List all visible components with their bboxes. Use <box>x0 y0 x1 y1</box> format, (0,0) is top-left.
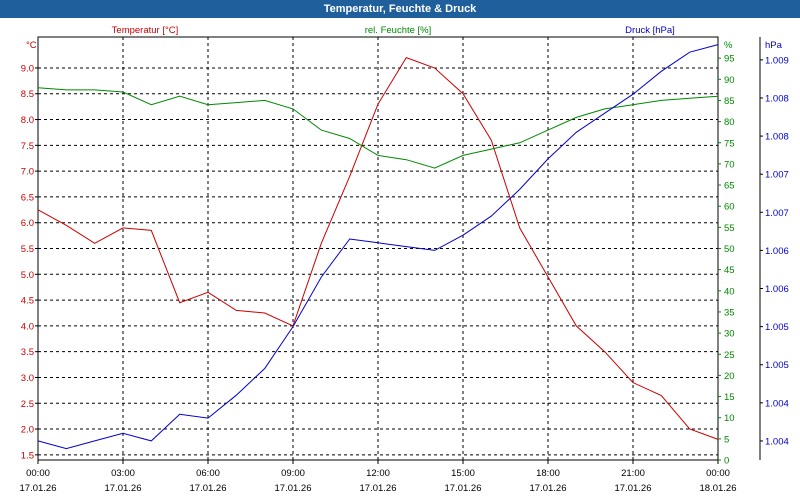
pressure-tick-label: 1.007 <box>765 208 789 219</box>
humidity-tick-label: 15 <box>724 392 735 403</box>
pressure-tick-label: 1.008 <box>765 93 789 104</box>
humidity-tick-label: 70 <box>724 159 735 170</box>
pressure-tick-label: 1.006 <box>765 246 789 257</box>
humidity-tick-label: 55 <box>724 223 735 234</box>
pressure-tick-label: 1.005 <box>765 360 789 371</box>
x-tick-date-label: 17.01.26 <box>105 483 142 494</box>
x-tick-time-label: 15:00 <box>451 468 475 479</box>
temperature-tick-label: 3.0 <box>21 373 34 384</box>
pressure-unit-label: hPa <box>765 40 783 51</box>
humidity-tick-label: 80 <box>724 117 735 128</box>
temperature-tick-label: 8.5 <box>21 89 34 100</box>
humidity-series-label: rel. Feuchte [%] <box>365 25 432 36</box>
humidity-tick-label: 65 <box>724 181 735 192</box>
x-tick-time-label: 21:00 <box>621 468 645 479</box>
pressure-series-line <box>37 44 719 450</box>
x-tick-date-label: 17.01.26 <box>530 483 567 494</box>
temperature-tick-label: 6.0 <box>21 218 34 229</box>
humidity-tick-label: 25 <box>724 350 735 361</box>
humidity-tick-label: 0 <box>724 456 729 467</box>
temperature-unit-label: °C <box>26 40 37 51</box>
temperature-tick-label: 5.5 <box>21 244 34 255</box>
pressure-tick-label: 1.009 <box>765 55 789 66</box>
temperature-tick-label: 3.5 <box>21 347 34 358</box>
pressure-tick-label: 1.004 <box>765 398 789 409</box>
pressure-series-label: Druck [hPa] <box>625 25 675 36</box>
humidity-tick-label: 5 <box>724 434 729 445</box>
grid-lines <box>38 37 718 460</box>
humidity-tick-label: 30 <box>724 329 735 340</box>
temperature-tick-label: 4.0 <box>21 321 34 332</box>
temperature-tick-label: 2.5 <box>21 399 34 410</box>
humidity-tick-label: 95 <box>724 54 735 65</box>
x-tick-date-label: 17.01.26 <box>445 483 482 494</box>
temperature-series-line <box>37 56 719 440</box>
x-tick-time-label: 00:00 <box>706 468 730 479</box>
humidity-tick-label: 75 <box>724 138 735 149</box>
humidity-tick-label: 40 <box>724 286 735 297</box>
temperature-tick-label: 5.0 <box>21 270 34 281</box>
x-tick-time-label: 00:00 <box>26 468 50 479</box>
temperature-tick-label: 8.0 <box>21 115 34 126</box>
x-tick-date-label: 17.01.26 <box>275 483 312 494</box>
pressure-tick-label: 1.006 <box>765 284 789 295</box>
temperature-axis-ticks: 1.5 2.0 2.5 3.0 3.5 4.0 4.5 5.0 5.5 6.0 6.5 7.0 7.5 8… <box>21 63 38 461</box>
pressure-tick-label: 1.004 <box>765 436 789 447</box>
x-tick-time-label: 06:00 <box>196 468 220 479</box>
humidity-series-line <box>37 87 719 169</box>
pressure-tick-label: 1.008 <box>765 132 789 143</box>
temperature-tick-label: 9.0 <box>21 63 34 74</box>
humidity-tick-label: 60 <box>724 202 735 213</box>
x-tick-date-label: 17.01.26 <box>615 483 652 494</box>
humidity-tick-label: 90 <box>724 75 735 86</box>
humidity-tick-label: 10 <box>724 413 735 424</box>
humidity-tick-label: 20 <box>724 371 735 382</box>
x-tick-time-label: 03:00 <box>111 468 135 479</box>
series-layer <box>37 44 719 450</box>
pressure-tick-label: 1.005 <box>765 322 789 333</box>
temperature-tick-label: 6.5 <box>21 192 34 203</box>
window-title: Temperatur, Feuchte & Druck <box>0 0 800 18</box>
x-tick-date-label: 18.01.26 <box>700 483 737 494</box>
temperature-tick-label: 7.0 <box>21 167 34 178</box>
humidity-axis-ticks: 0 5 10 15 20 25 30 35 40 45 50 55 60 65 70 75 80 85 90 95 <box>718 54 735 467</box>
humidity-tick-label: 45 <box>724 265 735 276</box>
humidity-tick-label: 85 <box>724 96 735 107</box>
x-tick-date-label: 17.01.26 <box>190 483 227 494</box>
temperature-tick-label: 7.5 <box>21 141 34 152</box>
x-tick-time-label: 09:00 <box>281 468 305 479</box>
x-axis-ticks: 00:00 17.01.26 03:00 17.01.26 06:00 17.01.26 0… <box>20 460 737 494</box>
pressure-axis-ticks: 1.004 1.004 1.005 1.005 1.006 1.006 1.007 1.007… <box>760 55 789 447</box>
temperature-tick-label: 2.0 <box>21 425 34 436</box>
humidity-unit-label: % <box>724 40 733 51</box>
temperature-tick-label: 1.5 <box>21 450 34 461</box>
x-tick-date-label: 17.01.26 <box>20 483 57 494</box>
humidity-tick-label: 35 <box>724 307 735 318</box>
x-tick-time-label: 12:00 <box>366 468 390 479</box>
pressure-tick-label: 1.007 <box>765 170 789 181</box>
humidity-tick-label: 50 <box>724 244 735 255</box>
chart-canvas: 1.5 2.0 2.5 3.0 3.5 4.0 4.5 5.0 5.5 6.0 6.5 7.0 7.5 8… <box>20 25 789 494</box>
temperature-tick-label: 4.5 <box>21 296 34 307</box>
x-tick-date-label: 17.01.26 <box>360 483 397 494</box>
x-tick-time-label: 18:00 <box>536 468 560 479</box>
temperature-series-label: Temperatur [°C] <box>112 25 179 36</box>
